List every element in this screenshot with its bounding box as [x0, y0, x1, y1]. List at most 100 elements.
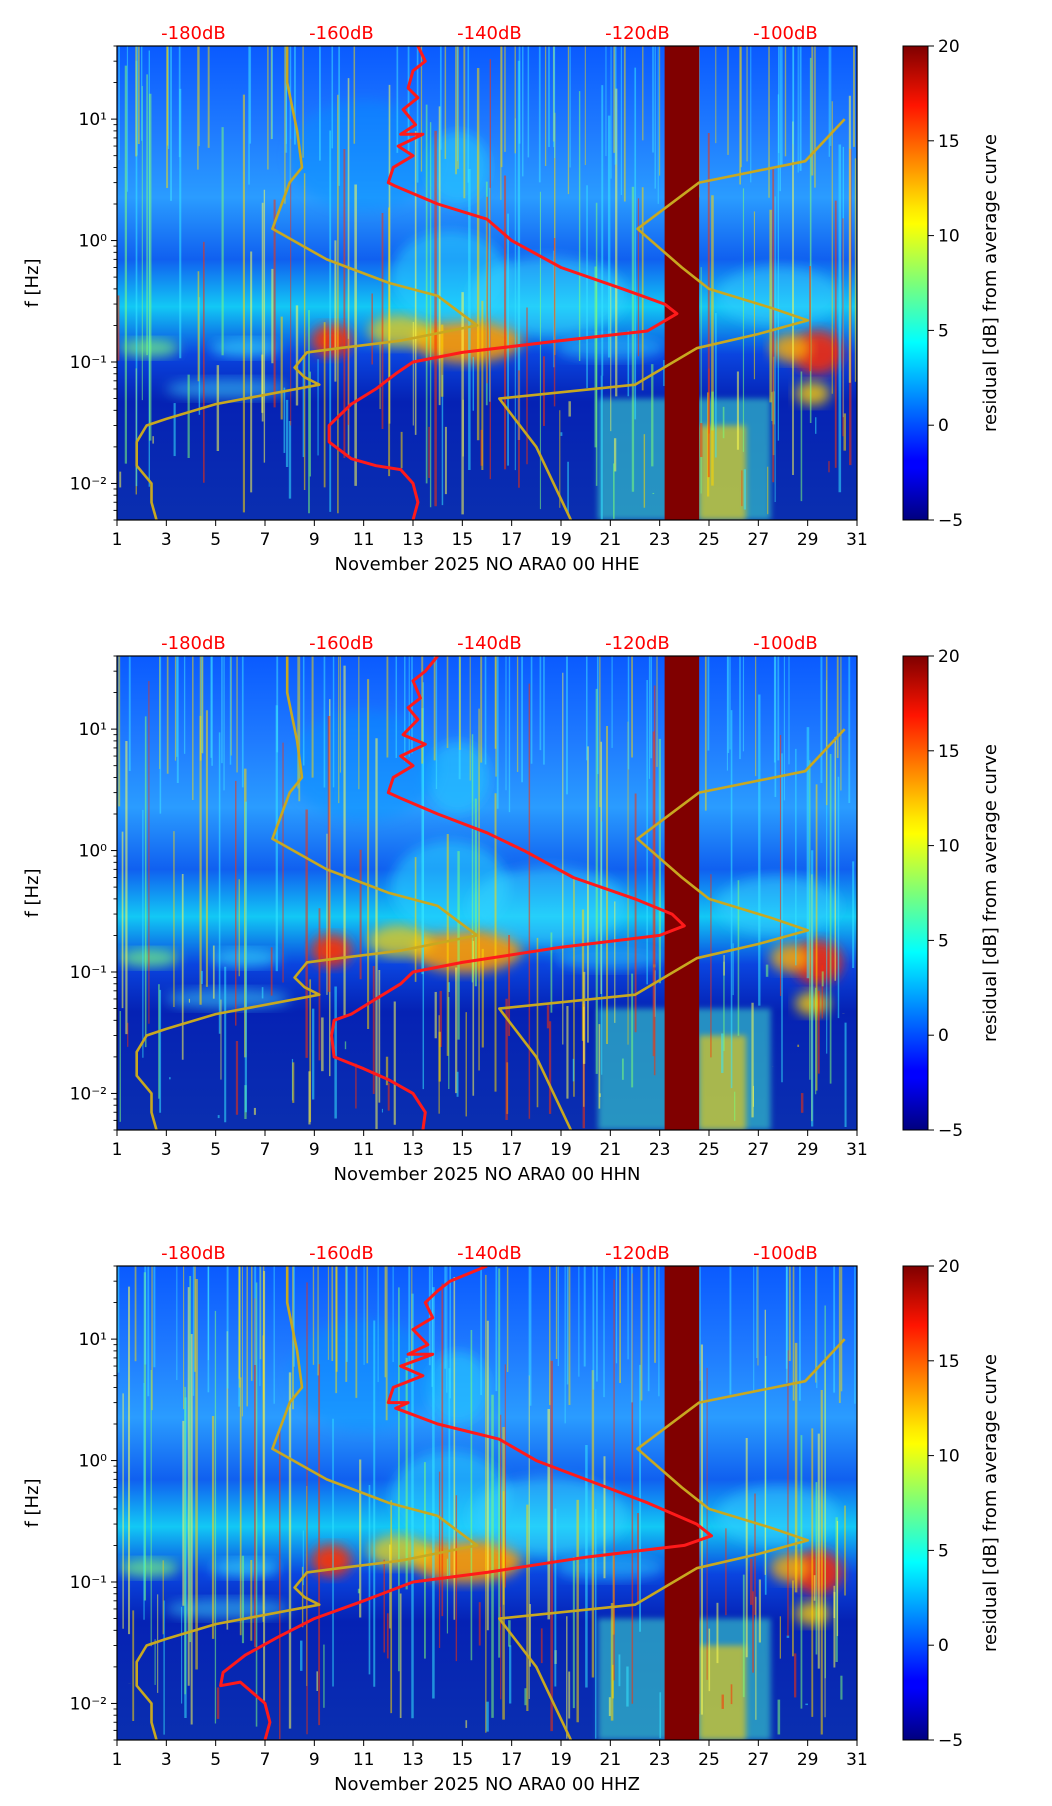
colorbar-tick-label: −5	[938, 1731, 963, 1751]
x-tick-label: 17	[501, 1140, 523, 1160]
db-scale-label: -180dB	[161, 23, 226, 44]
x-axis-label: November 2025 NO ARA0 00 HHZ	[334, 1774, 640, 1795]
x-tick-label: 3	[161, 1750, 172, 1770]
db-scale-label: -160dB	[309, 23, 374, 44]
energy-patch	[770, 334, 811, 363]
db-scale-label: -120dB	[605, 1243, 670, 1264]
y-tick-label: 10⁻¹	[70, 963, 107, 983]
x-tick-label: 11	[353, 1750, 375, 1770]
y-tick-label: 10⁻¹	[70, 1573, 107, 1593]
energy-patch	[210, 1559, 280, 1578]
x-tick-label: 27	[748, 1750, 770, 1770]
colorbar-tick-label: −5	[938, 1121, 963, 1141]
x-tick-label: 17	[501, 530, 523, 550]
y-axis-label: f [Hz]	[22, 258, 43, 307]
x-axis-label: November 2025 NO ARA0 00 HHE	[335, 554, 640, 575]
colorbar-gradient	[902, 655, 929, 1131]
db-scale-label: -180dB	[161, 633, 226, 654]
colorbar: −5 0 5 10 15 20 residual [dB] from average cur…	[902, 37, 1001, 531]
db-scale-label: -120dB	[605, 23, 670, 44]
y-tick-label: 10¹	[79, 720, 107, 740]
colorbar-gradient	[902, 45, 929, 521]
x-tick-label: 5	[210, 530, 221, 550]
colorbar-tick-label: 20	[938, 37, 960, 57]
colorbar-gradient	[902, 1265, 929, 1741]
colorbar-tick-label: 0	[938, 416, 949, 436]
energy-patch	[770, 1554, 811, 1583]
db-scale-label: -120dB	[605, 633, 670, 654]
y-tick-label: 10⁰	[79, 842, 108, 862]
x-tick-label: 19	[550, 1140, 572, 1160]
x-tick-label: 11	[353, 530, 375, 550]
high-noise-model-line	[497, 728, 846, 1130]
energy-patch	[469, 865, 628, 946]
energy-patch	[368, 924, 433, 957]
colorbar-tick-label: 10	[938, 227, 960, 247]
x-tick-label: 15	[452, 530, 474, 550]
mean-psd-curve	[330, 656, 686, 1130]
db-scale-label: -140dB	[457, 23, 522, 44]
panel-1: 1 3 5 7 9 11 13 15 17 19 21 23 25 27 29 3110⁻²10⁻¹10⁰10…	[22, 23, 1001, 575]
panel-2: 1 3 5 7 9 11 13 15 17 19 21 23 25 27 29 3110⁻²10⁻¹10⁰10…	[22, 633, 1001, 1185]
colorbar-tick-label: 15	[938, 1352, 960, 1372]
mean-psd-curve	[327, 46, 679, 520]
x-tick-label: 3	[161, 1140, 172, 1160]
energy-patch	[770, 944, 811, 973]
energy-patch	[210, 339, 280, 358]
low-noise-model-line	[135, 656, 479, 1130]
x-tick-label: 15	[452, 1140, 474, 1160]
db-scale-label: -140dB	[457, 1243, 522, 1264]
colorbar-tick-label: 5	[938, 931, 949, 951]
spectrogram-plot	[117, 46, 857, 520]
energy-patch	[166, 378, 290, 399]
energy-patch	[413, 928, 522, 973]
x-tick-label: 21	[600, 530, 622, 550]
db-scale-label: -100dB	[753, 23, 818, 44]
y-tick-label: 10¹	[79, 1330, 107, 1350]
energy-patch	[795, 381, 830, 406]
low-frequency-noise-band	[699, 1645, 746, 1740]
x-tick-label: 31	[846, 530, 868, 550]
y-tick-label: 10⁻²	[70, 1694, 107, 1714]
x-tick-label: 5	[210, 1750, 221, 1770]
data-gap-column	[664, 1266, 700, 1740]
colorbar-tick-label: 20	[938, 647, 960, 667]
db-scale-label: -180dB	[161, 1243, 226, 1264]
y-tick-label: 10⁰	[79, 232, 108, 252]
x-tick-label: 29	[797, 1750, 819, 1770]
colorbar: −5 0 5 10 15 20 residual [dB] from average cur…	[902, 1257, 1001, 1751]
colorbar-tick-label: −5	[938, 511, 963, 531]
x-tick-label: 23	[649, 1140, 671, 1160]
x-tick-label: 9	[309, 1750, 320, 1770]
x-tick-label: 1	[112, 1750, 123, 1770]
x-tick-label: 11	[353, 1140, 375, 1160]
db-scale-label: -100dB	[753, 1243, 818, 1264]
colorbar-tick-label: 0	[938, 1026, 949, 1046]
y-tick-label: 10⁻²	[70, 1084, 107, 1104]
low-noise-model-line	[135, 46, 479, 520]
spectrogram-plot	[117, 656, 857, 1130]
x-axis-label: November 2025 NO ARA0 00 HHN	[334, 1164, 641, 1185]
energy-patch	[425, 1351, 490, 1424]
high-noise-model-line	[497, 118, 846, 520]
colorbar-label: residual [dB] from average curve	[980, 134, 1001, 432]
y-tick-label: 10⁻²	[70, 474, 107, 494]
x-tick-label: 5	[210, 1140, 221, 1160]
x-tick-label: 13	[402, 530, 424, 550]
x-tick-label: 25	[698, 1750, 720, 1770]
colorbar-tick-label: 20	[938, 1257, 960, 1277]
x-tick-label: 27	[748, 1140, 770, 1160]
colorbar-tick-label: 15	[938, 132, 960, 152]
colorbar-tick-label: 10	[938, 837, 960, 857]
x-tick-label: 25	[698, 530, 720, 550]
mean-psd-curve	[219, 1266, 713, 1740]
x-tick-label: 31	[846, 1750, 868, 1770]
colorbar-tick-label: 0	[938, 1636, 949, 1656]
x-tick-label: 19	[550, 1750, 572, 1770]
db-scale-label: -100dB	[753, 633, 818, 654]
energy-patch	[119, 1559, 179, 1578]
x-tick-label: 29	[797, 530, 819, 550]
db-scale-label: -140dB	[457, 633, 522, 654]
x-tick-label: 23	[649, 1750, 671, 1770]
